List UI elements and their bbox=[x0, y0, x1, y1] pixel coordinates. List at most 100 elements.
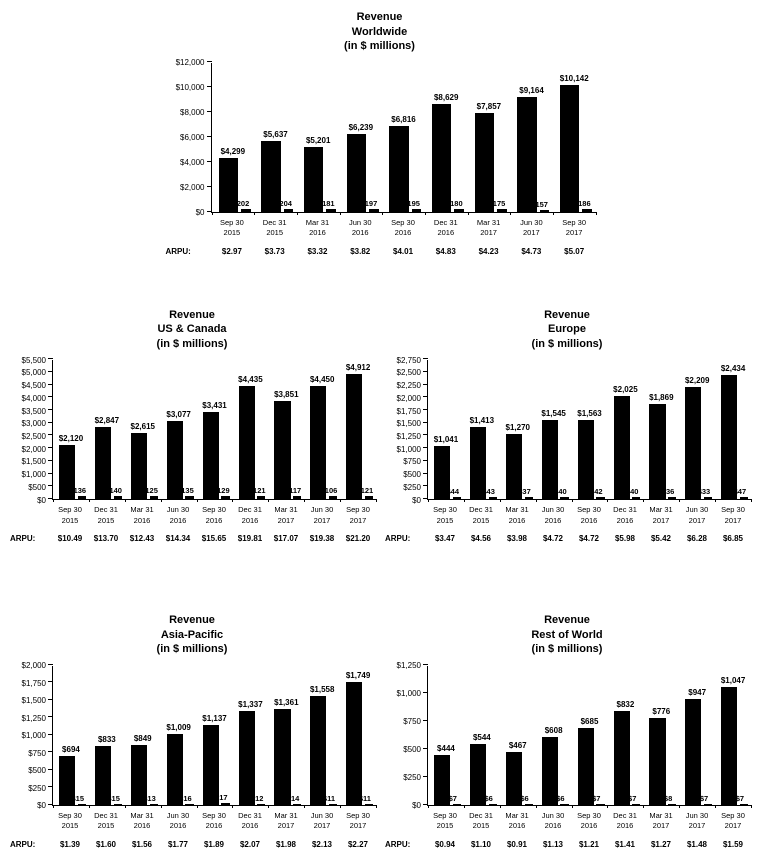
secondary-bar-value-label: $7 bbox=[628, 793, 637, 803]
secondary-bar bbox=[221, 495, 230, 500]
x-axis-category-line: 2017 bbox=[313, 515, 331, 525]
y-axis-labels: $0 $250 $500 $750 $1,000 $1,250 $1,500 $1,750 $2… bbox=[383, 356, 427, 505]
secondary-bar-value-label: $7 bbox=[735, 793, 745, 803]
arpu-value: $1.59 bbox=[722, 839, 744, 849]
x-axis-category-line: 2016 bbox=[580, 821, 598, 831]
revenue-bar bbox=[469, 743, 487, 805]
revenue-bar-value-label: $832 bbox=[616, 700, 635, 710]
y-axis-tick bbox=[206, 135, 212, 137]
x-axis-category-line: 2016 bbox=[169, 515, 187, 525]
bar-slot: $4,435 $121 bbox=[232, 360, 268, 500]
secondary-bar bbox=[149, 495, 158, 500]
revenue-bar bbox=[218, 157, 238, 212]
x-axis-category-line: Mar 31 bbox=[274, 810, 298, 820]
bar-slot: $7,857 $175 bbox=[468, 63, 511, 212]
x-axis-tick bbox=[463, 804, 465, 808]
y-axis-tick-label: $1,000 bbox=[396, 444, 421, 454]
x-axis-tick bbox=[595, 211, 597, 215]
revenue-bar-value-label: $4,435 bbox=[238, 375, 263, 385]
y-axis-tick bbox=[48, 716, 53, 718]
y-axis-tick-label: $5,000 bbox=[21, 368, 46, 378]
bar-slot: $1,563 $42 bbox=[572, 360, 608, 500]
x-axis-tick bbox=[571, 499, 573, 503]
revenue-bar bbox=[310, 695, 327, 805]
revenue-bar-value-label: $3,431 bbox=[202, 400, 227, 410]
y-axis-tick bbox=[48, 409, 53, 411]
secondary-bar bbox=[488, 496, 497, 500]
x-axis-category-line: Dec 31 bbox=[94, 810, 118, 820]
chart-title: Revenue Asia-Pacific (in $ millions) bbox=[8, 613, 376, 657]
secondary-bar-value-label: $157 bbox=[531, 199, 548, 209]
x-axis-category-line: Jun 30 bbox=[310, 505, 334, 515]
chart-title-line: (in $ millions) bbox=[531, 643, 603, 656]
revenue-bar-value-label: $2,615 bbox=[130, 421, 155, 431]
x-axis-category: Sep 30 2015 bbox=[427, 811, 463, 832]
y-axis-tick bbox=[48, 434, 53, 436]
secondary-bar bbox=[524, 497, 533, 500]
secondary-bar bbox=[326, 209, 337, 212]
bar-slot: $1,413 $43 bbox=[464, 360, 500, 500]
x-axis-category-line: 2017 bbox=[313, 821, 331, 831]
y-axis-tick-label: $1,750 bbox=[396, 406, 421, 416]
x-axis-category: Sep 30 2016 bbox=[571, 811, 607, 832]
x-axis-category: Jun 30 2016 bbox=[535, 811, 571, 832]
y-axis-tick bbox=[423, 383, 428, 385]
arpu-value: $4.72 bbox=[542, 534, 564, 544]
x-axis-category: Sep 30 2017 bbox=[340, 505, 376, 526]
y-axis-tick-label: $0 bbox=[37, 801, 46, 811]
bar-slot: $6,816 $195 bbox=[382, 63, 425, 212]
x-axis-category-line: 2015 bbox=[436, 821, 454, 831]
secondary-bar-value-label: $44 bbox=[446, 486, 459, 496]
x-axis-spacer bbox=[383, 811, 427, 832]
y-axis-tick-label: $250 bbox=[28, 783, 46, 793]
x-axis-labels: Sep 30 2015 Dec 31 2015 Mar 31 2016 Jun 30 2016… bbox=[8, 505, 376, 526]
x-axis-category: Jun 30 2017 bbox=[679, 811, 715, 832]
arpu-value: $12.43 bbox=[129, 534, 155, 544]
y-axis-tick-label: $2,000 bbox=[396, 393, 421, 403]
revenue-bar bbox=[166, 734, 183, 805]
secondary-bar bbox=[560, 803, 569, 805]
x-axis-category: Dec 31 2015 bbox=[463, 505, 499, 526]
revenue-bar-value-label: $2,025 bbox=[613, 385, 638, 395]
y-axis-tick-label: $250 bbox=[403, 773, 421, 783]
x-axis-category-line: 2015 bbox=[97, 515, 115, 525]
y-axis-tick bbox=[48, 485, 53, 487]
x-axis-tick bbox=[751, 804, 752, 808]
secondary-bar-value-label: $181 bbox=[317, 199, 335, 209]
x-axis-category-line: 2015 bbox=[61, 821, 79, 831]
bar-slot: $1,041 $44 bbox=[428, 360, 464, 500]
secondary-bar-value-label: $14 bbox=[286, 793, 300, 803]
arpu-value: $5.98 bbox=[614, 534, 636, 544]
revenue-bar-value-label: $4,299 bbox=[220, 146, 246, 156]
arpu-row-label: ARPU: bbox=[385, 534, 411, 544]
x-axis-tick bbox=[254, 211, 256, 215]
x-axis-tick bbox=[715, 499, 717, 503]
revenue-bar bbox=[238, 711, 255, 805]
x-axis-category: Mar 31 2016 bbox=[296, 218, 339, 239]
revenue-bar-value-label: $1,137 bbox=[202, 714, 227, 724]
y-axis-tick-label: $1,750 bbox=[21, 678, 46, 688]
x-axis-category-line: Mar 31 bbox=[130, 505, 154, 515]
bar-slot: $8,629 $180 bbox=[425, 63, 468, 212]
x-axis-category: Mar 31 2016 bbox=[499, 811, 535, 832]
x-axis-category-line: 2017 bbox=[480, 228, 497, 238]
y-axis-tick bbox=[423, 803, 428, 805]
y-axis-tick-label: $2,000 bbox=[21, 444, 46, 454]
arpu-value: $2.27 bbox=[347, 839, 369, 849]
x-axis-category: Dec 31 2015 bbox=[463, 811, 499, 832]
y-axis-tick bbox=[48, 681, 53, 683]
bar-slot: $10,142 $186 bbox=[553, 63, 596, 212]
x-axis-category-line: Sep 30 bbox=[562, 217, 587, 227]
x-axis-tick bbox=[499, 499, 501, 503]
y-axis-tick bbox=[48, 768, 53, 770]
x-axis-category-line: Mar 31 bbox=[649, 810, 673, 820]
x-axis-category-line: Sep 30 bbox=[346, 505, 370, 515]
chart-title-line: (in $ millions) bbox=[156, 337, 228, 350]
row-us-canada-europe: Revenue US & Canada (in $ millions) $0 $500 $… bbox=[0, 256, 759, 544]
x-axis-category-line: 2017 bbox=[565, 228, 583, 238]
y-axis-tick bbox=[206, 60, 212, 62]
arpu-row-label: ARPU: bbox=[10, 839, 36, 849]
revenue-bar-value-label: $685 bbox=[580, 716, 599, 726]
secondary-bar bbox=[452, 803, 461, 805]
